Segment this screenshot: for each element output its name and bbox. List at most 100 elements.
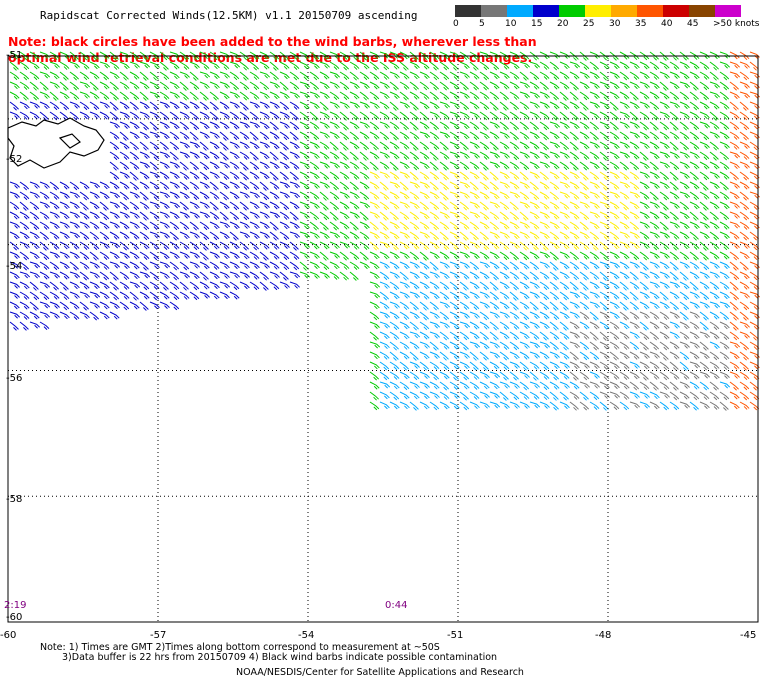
wind-barb: [339, 181, 350, 191]
wind-barb: [329, 161, 340, 169]
wind-barb: [729, 201, 740, 209]
wind-barb: [749, 61, 759, 71]
wind-barb: [29, 241, 40, 250]
wind-barb: [719, 151, 730, 161]
wind-barb: [589, 101, 600, 109]
wind-barb: [659, 311, 670, 321]
wind-barb: [659, 51, 669, 61]
wind-barb: [739, 391, 750, 401]
wind-barb: [559, 361, 570, 369]
wind-barb: [599, 201, 610, 209]
wind-barb: [549, 161, 560, 170]
wind-barb: [89, 251, 99, 261]
wind-barb: [529, 271, 540, 281]
wind-barb: [379, 311, 390, 319]
wind-barb: [729, 131, 740, 140]
wind-barb: [259, 181, 269, 191]
wind-barb: [489, 251, 500, 260]
wind-barb: [159, 221, 170, 229]
wind-barb: [239, 151, 250, 160]
wind-barb: [509, 61, 520, 70]
wind-barb: [609, 121, 619, 131]
wind-barb: [449, 141, 460, 150]
wind-barb: [479, 191, 490, 200]
wind-barb: [609, 341, 620, 350]
wind-barb: [729, 61, 740, 69]
wind-barb: [539, 211, 550, 219]
wind-barb: [529, 291, 540, 299]
wind-barb: [59, 71, 69, 81]
wind-barb: [439, 381, 450, 391]
wind-barb: [679, 311, 689, 321]
wind-barb: [539, 341, 550, 349]
wind-barb: [269, 271, 280, 279]
wind-barb: [179, 241, 190, 250]
wind-barb: [639, 181, 650, 190]
wind-barb: [519, 281, 530, 290]
wind-barb: [309, 151, 320, 160]
wind-barb: [609, 361, 620, 370]
wind-barb: [459, 111, 470, 120]
wind-barb: [69, 261, 79, 271]
wind-barb: [319, 171, 330, 181]
wind-barb: [219, 161, 230, 169]
wind-barb: [599, 61, 610, 70]
wind-barb: [309, 161, 320, 171]
wind-barb: [419, 381, 430, 389]
wind-barb: [309, 271, 320, 279]
wind-barb: [629, 101, 640, 110]
wind-barb: [19, 261, 29, 271]
wind-barb: [149, 181, 160, 190]
wind-barb: [579, 381, 590, 389]
wind-barb: [89, 231, 100, 241]
wind-barb: [159, 81, 170, 91]
wind-barb: [299, 101, 310, 110]
wind-barb: [369, 301, 380, 310]
wind-barb: [129, 111, 140, 120]
wind-barb: [9, 231, 20, 240]
wind-barb: [159, 231, 170, 239]
wind-barb: [209, 101, 219, 111]
wind-barb: [379, 321, 390, 329]
wind-barb: [679, 61, 690, 70]
wind-barb: [489, 161, 501, 169]
wind-barb: [339, 131, 350, 141]
wind-barb: [509, 251, 520, 261]
wind-barb: [549, 231, 560, 241]
wind-barb: [39, 261, 50, 270]
legend-swatch: [585, 5, 611, 17]
wind-barb: [449, 211, 460, 219]
wind-barb: [109, 171, 120, 181]
wind-barb: [409, 131, 420, 140]
wind-barb: [39, 211, 50, 220]
wind-barb: [559, 271, 570, 280]
wind-barb: [309, 171, 320, 180]
wind-barb: [739, 181, 750, 190]
wind-barb: [729, 141, 740, 150]
wind-barb: [119, 111, 130, 119]
wind-barb: [409, 331, 421, 339]
wind-barb: [609, 351, 619, 361]
wind-barb: [179, 91, 189, 101]
wind-barb: [509, 361, 520, 369]
wind-barb: [609, 61, 620, 70]
wind-barb: [709, 361, 720, 370]
wind-barb: [439, 171, 449, 181]
wind-barb: [409, 281, 420, 290]
wind-barb: [419, 201, 430, 211]
wind-barb: [409, 91, 420, 100]
wind-barb: [59, 291, 70, 301]
wind-barb: [209, 261, 220, 270]
wind-barb: [169, 151, 179, 161]
wind-barb: [329, 71, 340, 79]
wind-barb: [579, 311, 590, 320]
wind-barb: [469, 331, 480, 340]
wind-barb: [589, 111, 600, 120]
wind-barb: [529, 261, 540, 271]
wind-barb: [729, 211, 740, 219]
wind-barb: [429, 121, 440, 131]
wind-barb: [389, 241, 399, 251]
wind-barb: [279, 221, 290, 230]
wind-barb: [739, 291, 750, 299]
wind-barb: [139, 171, 150, 180]
